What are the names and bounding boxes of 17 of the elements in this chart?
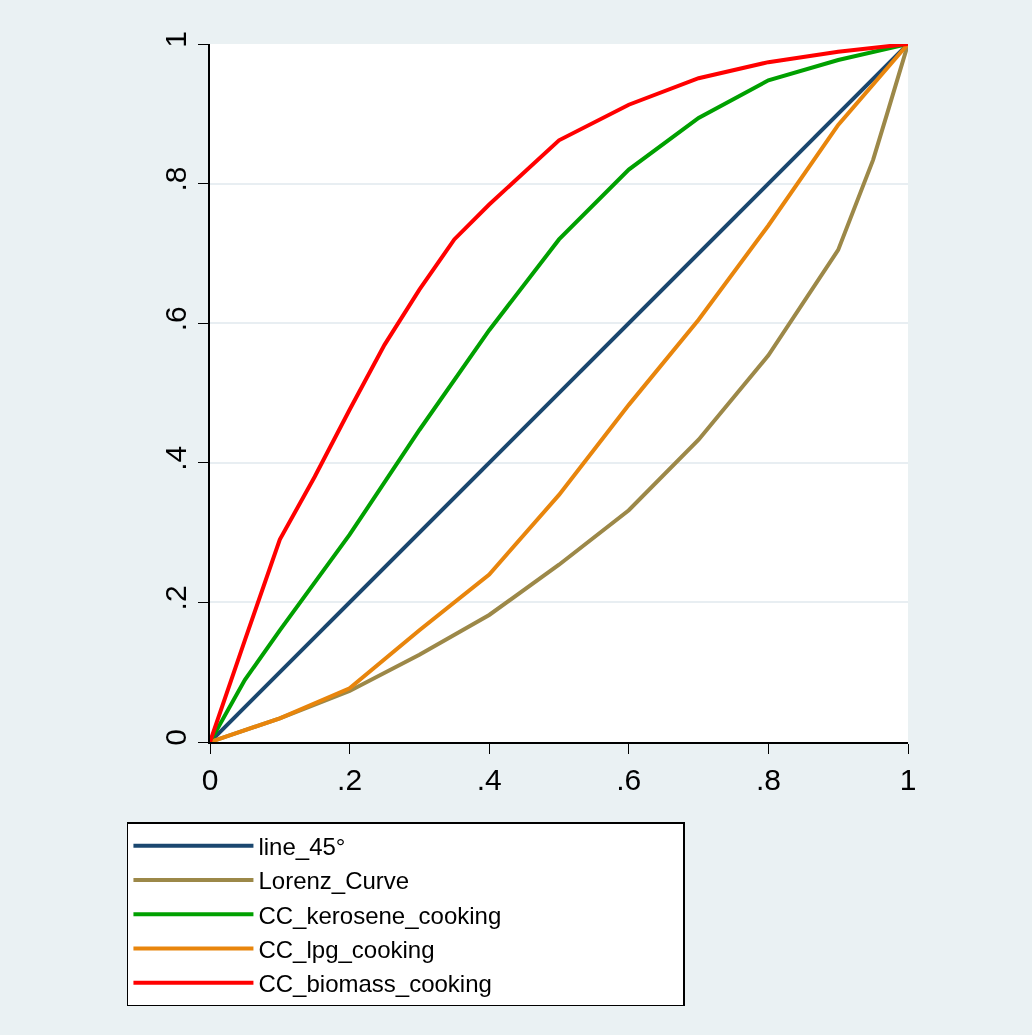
y-tick-label: 1 [159, 31, 193, 48]
x-tick-label: .8 [755, 762, 781, 796]
y-tick-label: 0 [159, 729, 193, 746]
y-tick-label: .6 [159, 306, 193, 332]
legend-label: CC_lpg_cooking [258, 935, 435, 963]
legend-label: line_45° [258, 833, 346, 861]
x-tick-label: .6 [616, 762, 642, 796]
legend-label: CC_biomass_cooking [258, 970, 492, 998]
y-tick-label: .4 [159, 445, 193, 471]
y-tick-label: .8 [159, 166, 193, 192]
x-tick-label: .4 [476, 762, 502, 796]
legend-label: CC_kerosene_cooking [258, 901, 502, 929]
x-tick-label: .2 [337, 762, 363, 796]
y-tick-label: .2 [159, 585, 193, 611]
legend-label: Lorenz_Curve [258, 867, 410, 895]
x-tick-label: 1 [899, 762, 917, 796]
x-tick-label: 0 [201, 762, 219, 796]
